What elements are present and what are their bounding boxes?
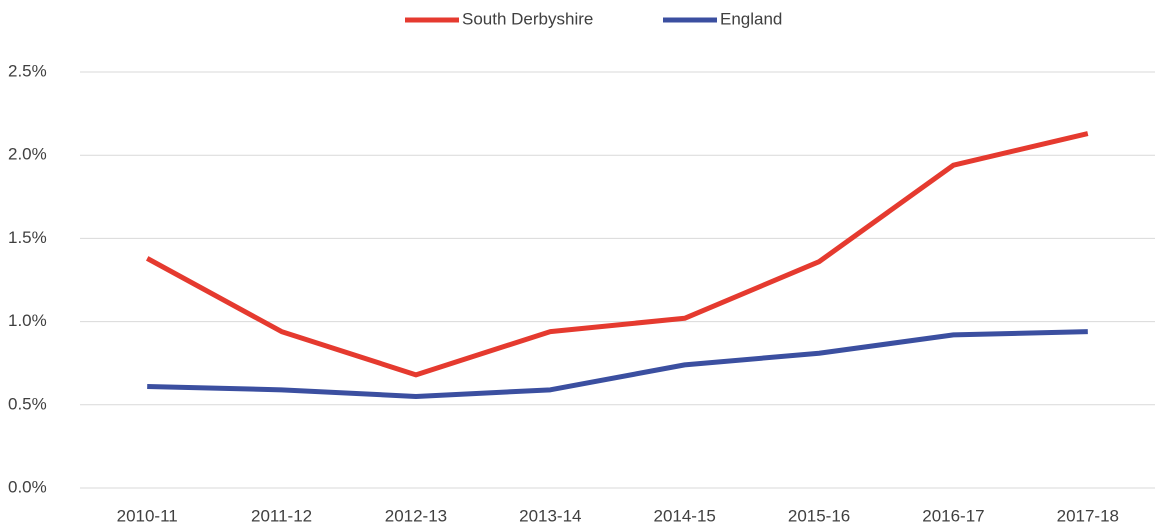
y-tick-label: 2.0%: [8, 145, 47, 164]
y-tick-label: 0.5%: [8, 394, 47, 413]
series-line: [145, 131, 1089, 378]
x-tick-label: 2017-18: [1057, 506, 1119, 525]
y-tick-label: 1.0%: [8, 311, 47, 330]
y-tick-label: 2.5%: [8, 61, 47, 80]
legend-label: England: [720, 9, 782, 28]
x-tick-label: 2011-12: [251, 506, 312, 525]
y-tick-label: 1.5%: [8, 228, 47, 247]
x-tick-label: 2012-13: [385, 506, 447, 525]
x-tick-label: 2013-14: [519, 506, 581, 525]
x-tick-label: 2015-16: [788, 506, 850, 525]
x-tick-label: 2010-11: [117, 506, 178, 525]
x-tick-label: 2014-15: [653, 506, 715, 525]
x-tick-label: 2016-17: [922, 506, 984, 525]
legend-label: South Derbyshire: [462, 9, 593, 28]
y-tick-label: 0.0%: [8, 477, 47, 496]
series-line: [147, 329, 1088, 399]
